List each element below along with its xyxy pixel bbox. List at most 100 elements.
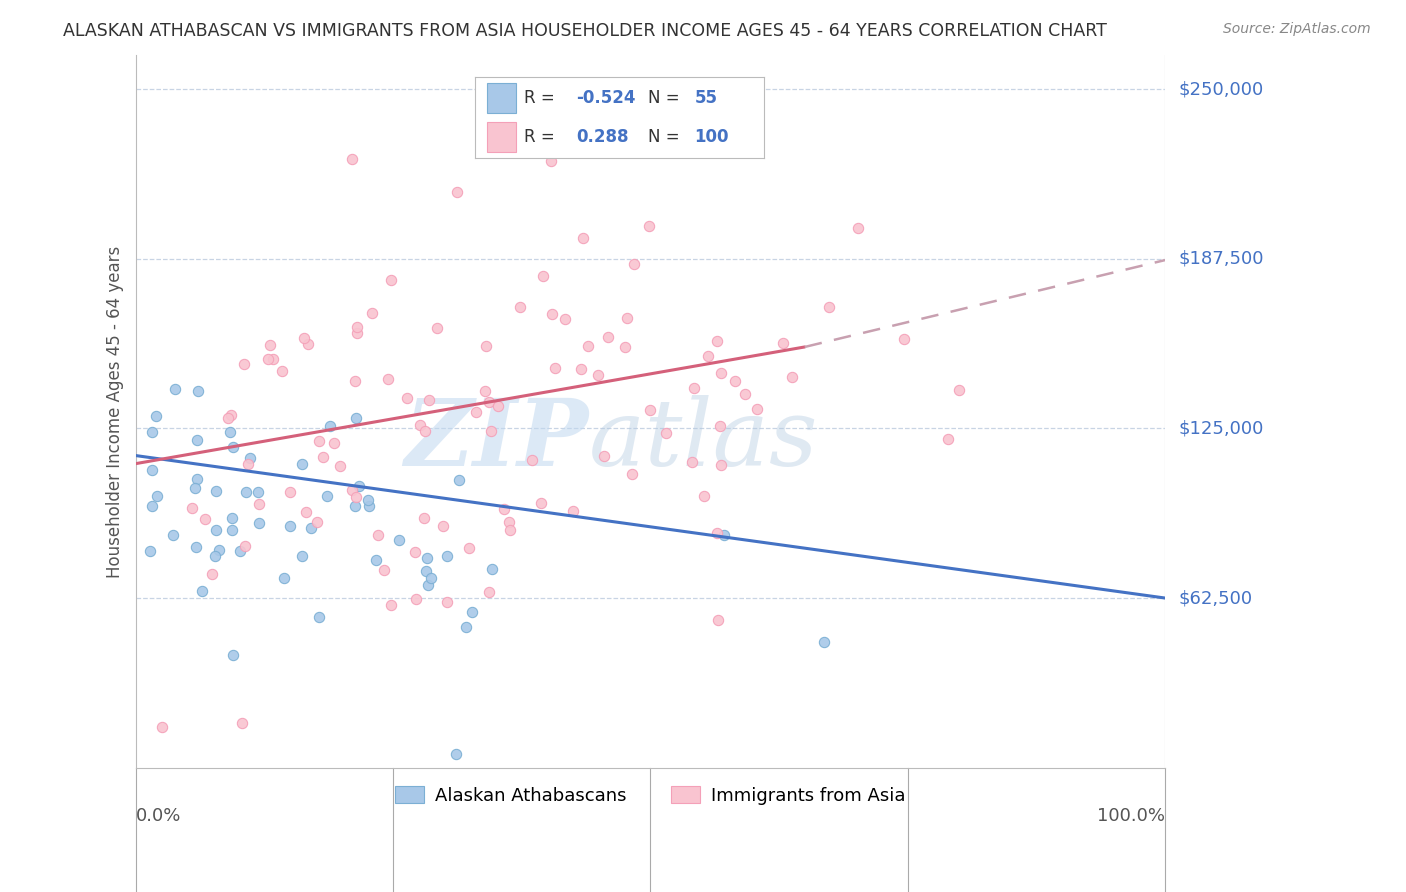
Point: [543, 361, 565, 376]
Point: [380, 273, 402, 287]
Text: $125,000: $125,000: [1180, 419, 1264, 437]
Point: [474, 384, 496, 398]
Point: [236, 458, 259, 472]
Point: [305, 515, 328, 529]
Point: [347, 478, 370, 492]
Point: [561, 504, 583, 518]
Point: [329, 459, 352, 474]
Point: [772, 336, 794, 351]
Point: [420, 571, 443, 585]
Point: [846, 221, 869, 235]
Point: [359, 499, 381, 513]
Point: [444, 747, 467, 761]
Text: atlas: atlas: [589, 395, 818, 485]
Point: [449, 474, 471, 488]
Point: [446, 185, 468, 199]
Point: [388, 533, 411, 548]
Point: [247, 497, 270, 511]
Point: [357, 493, 380, 508]
Point: [217, 411, 239, 425]
Point: [360, 306, 382, 320]
Point: [163, 382, 186, 396]
Point: [478, 585, 501, 599]
Point: [259, 338, 281, 352]
Point: [638, 219, 661, 234]
Point: [366, 553, 388, 567]
Point: [696, 349, 718, 363]
Point: [486, 399, 509, 413]
Point: [586, 368, 609, 382]
Point: [541, 307, 564, 321]
Point: [509, 301, 531, 315]
Point: [681, 455, 703, 469]
Point: [295, 505, 318, 519]
Point: [205, 483, 228, 498]
Point: [262, 351, 284, 366]
Point: [409, 418, 432, 433]
Point: [346, 326, 368, 340]
Point: [239, 451, 262, 466]
Text: 0.0%: 0.0%: [135, 807, 181, 825]
Point: [380, 599, 402, 613]
Point: [614, 340, 637, 354]
Point: [231, 716, 253, 731]
Point: [461, 605, 484, 619]
Point: [436, 549, 458, 563]
Point: [233, 539, 256, 553]
Point: [278, 485, 301, 500]
Point: [316, 489, 339, 503]
Point: [340, 152, 363, 166]
Point: [554, 311, 576, 326]
Point: [572, 230, 595, 244]
Point: [813, 634, 835, 648]
Point: [475, 339, 498, 353]
Point: [432, 518, 454, 533]
Point: [322, 435, 344, 450]
Point: [308, 610, 330, 624]
Point: [734, 387, 756, 401]
Point: [146, 489, 169, 503]
Point: [531, 268, 554, 283]
Text: 100.0%: 100.0%: [1097, 807, 1166, 825]
Point: [596, 329, 619, 343]
Point: [948, 383, 970, 397]
Point: [481, 562, 503, 576]
Point: [222, 648, 245, 662]
Point: [569, 362, 592, 376]
Point: [373, 563, 395, 577]
Point: [540, 153, 562, 168]
Point: [141, 499, 163, 513]
Point: [141, 463, 163, 477]
Point: [707, 613, 730, 627]
Point: [184, 541, 207, 555]
Y-axis label: Householder Income Ages 45 - 64 years: Householder Income Ages 45 - 64 years: [107, 245, 124, 577]
Point: [233, 357, 256, 371]
Point: [221, 408, 243, 422]
Point: [139, 544, 162, 558]
Point: [291, 549, 314, 564]
Text: ALASKAN ATHABASCAN VS IMMIGRANTS FROM ASIA HOUSEHOLDER INCOME AGES 45 - 64 YEARS: ALASKAN ATHABASCAN VS IMMIGRANTS FROM AS…: [63, 22, 1107, 40]
Point: [229, 544, 252, 558]
Point: [145, 409, 167, 423]
Point: [221, 523, 243, 537]
Point: [191, 584, 214, 599]
Point: [623, 257, 645, 271]
Point: [616, 310, 638, 325]
Point: [693, 489, 716, 503]
Point: [208, 542, 231, 557]
Point: [180, 501, 202, 516]
Point: [291, 457, 314, 471]
Point: [710, 458, 733, 472]
Point: [346, 320, 368, 334]
Point: [396, 392, 419, 406]
Point: [713, 528, 735, 542]
Point: [520, 453, 543, 467]
Point: [709, 419, 731, 434]
Point: [655, 425, 678, 440]
Point: [299, 520, 322, 534]
Point: [257, 352, 280, 367]
Point: [477, 395, 499, 409]
Point: [593, 449, 616, 463]
Point: [141, 425, 163, 439]
Text: $250,000: $250,000: [1180, 80, 1264, 98]
